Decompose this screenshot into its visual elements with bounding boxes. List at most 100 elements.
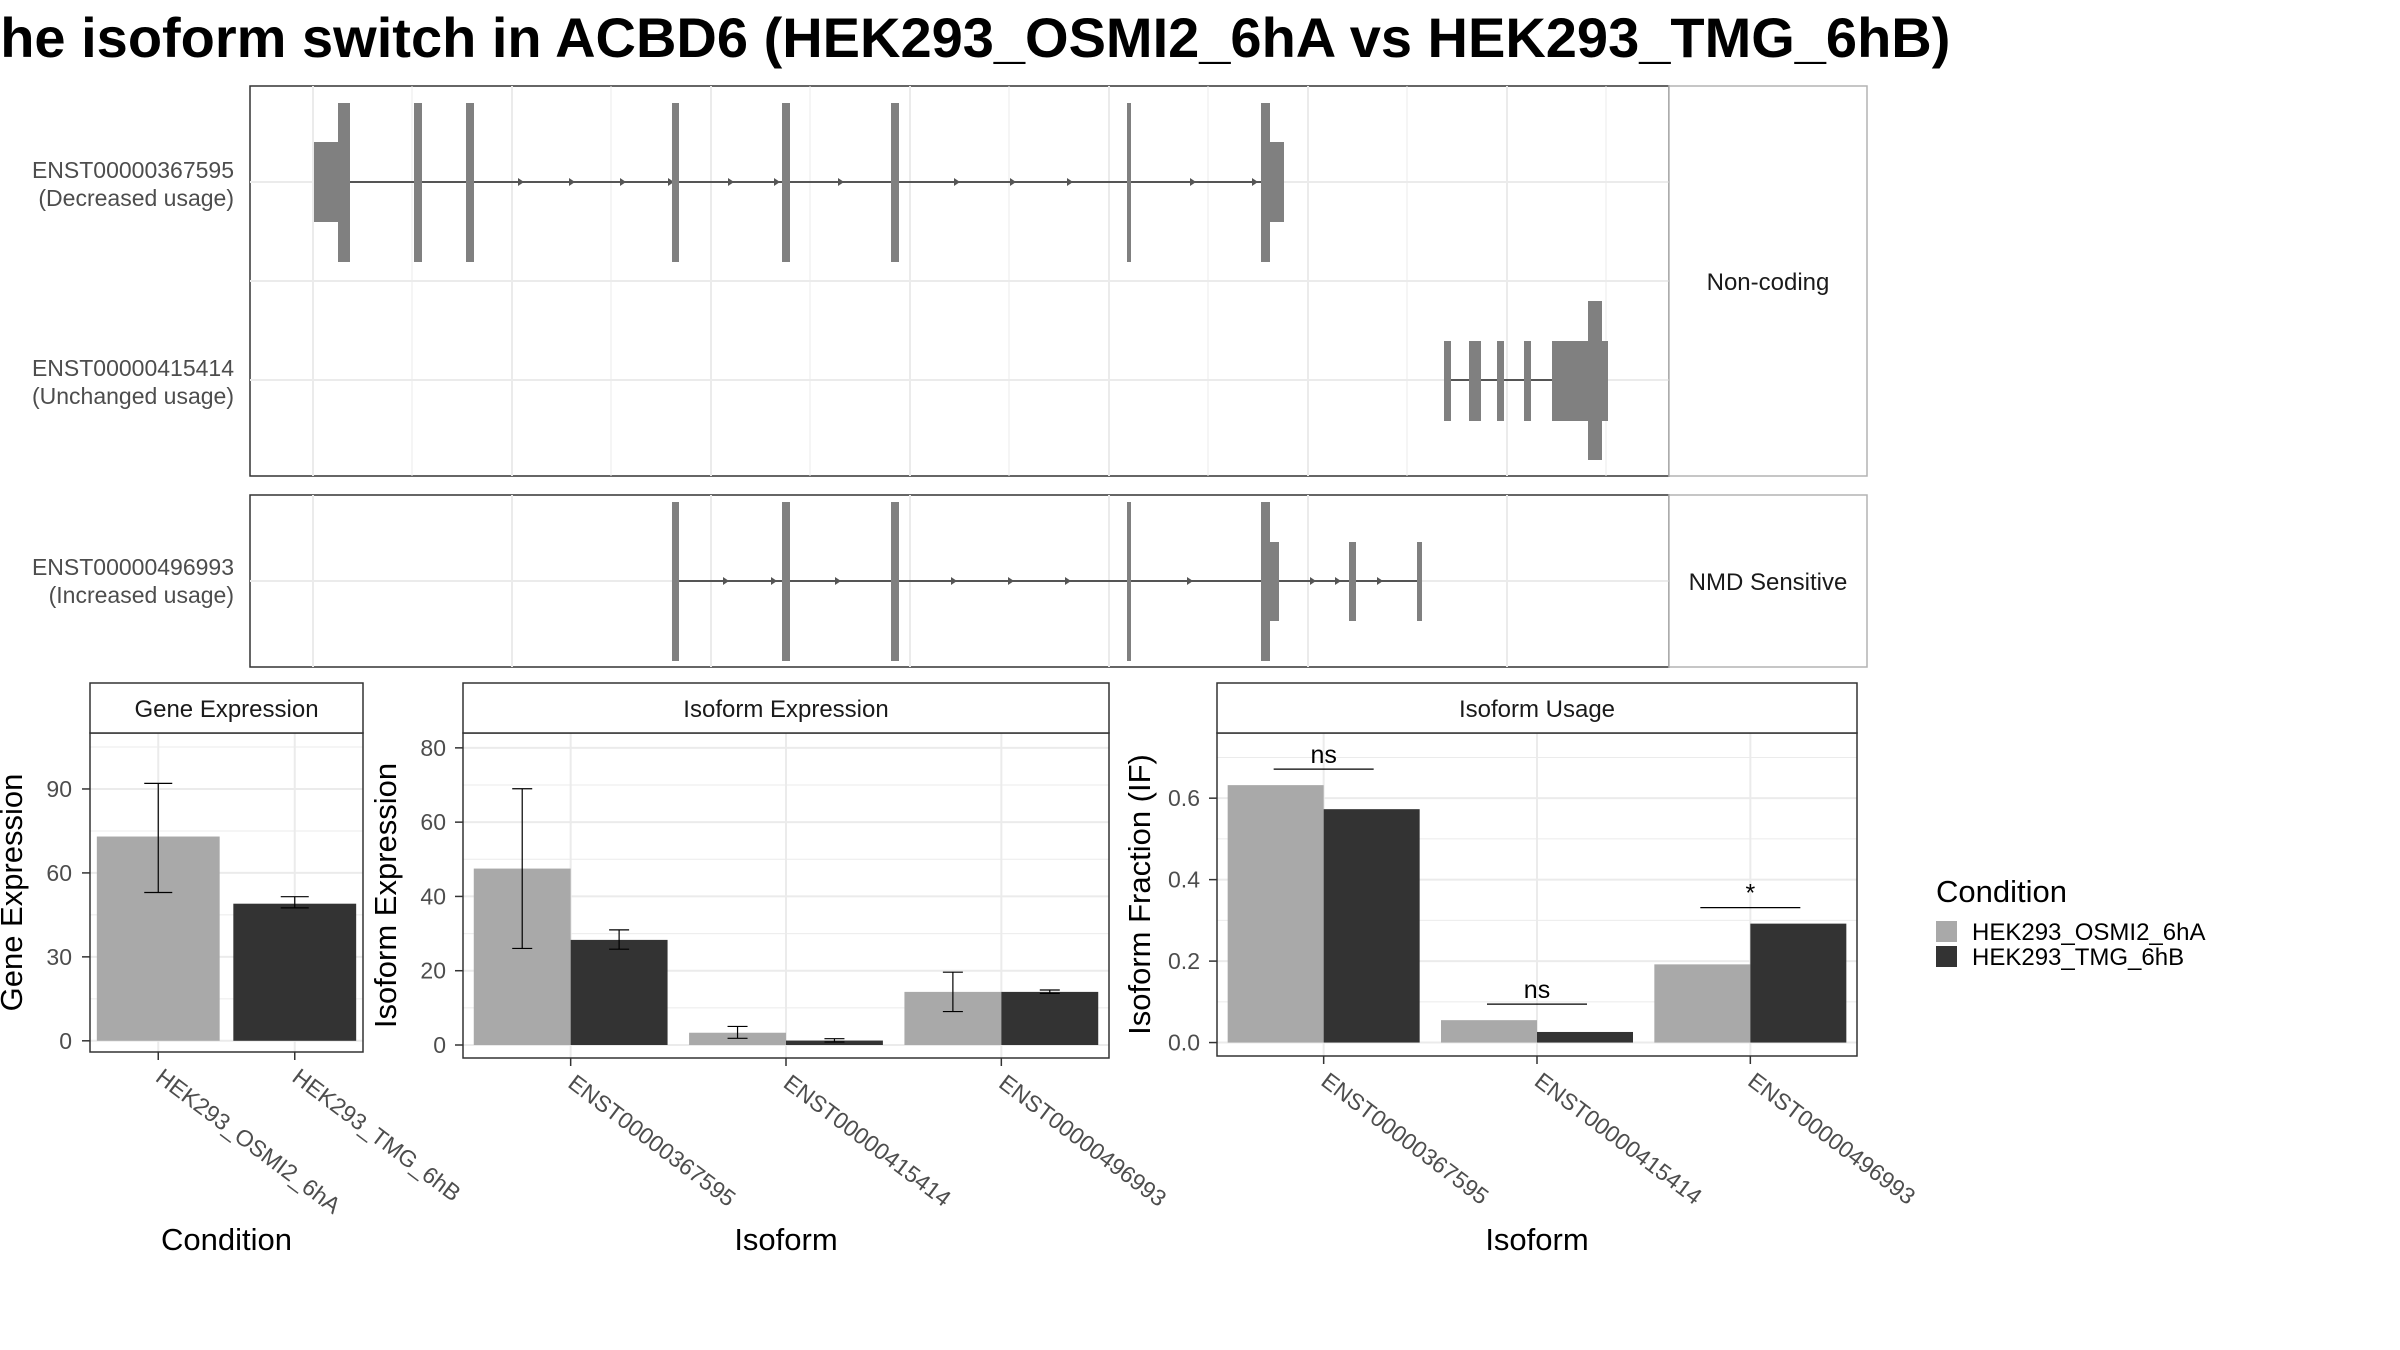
bar — [1537, 1031, 1633, 1043]
bar — [233, 903, 357, 1041]
panel-strip — [462, 682, 1110, 734]
isoform-track-367595 — [314, 103, 1284, 262]
isoform-label-id: ENST00000415414 — [32, 355, 234, 381]
y-tick-label: 40 — [420, 883, 446, 909]
exon — [672, 103, 679, 262]
significance-label: ns — [1524, 976, 1550, 1004]
exon — [1127, 502, 1131, 661]
facet-label-noncoding: Non-coding — [1707, 269, 1830, 296]
bar — [1441, 1020, 1537, 1043]
structure-grid — [250, 86, 1669, 476]
bar — [570, 939, 668, 1045]
intron-arrows — [723, 577, 1383, 585]
y-tick-label: 90 — [46, 776, 72, 802]
panel-title: Gene Expression — [134, 696, 318, 723]
bar — [1001, 991, 1099, 1045]
exon — [782, 103, 790, 262]
legend-swatch-a — [1936, 921, 1957, 942]
panel-title: Isoform Usage — [1459, 696, 1615, 723]
bar — [1654, 964, 1751, 1043]
isoform-label-id: ENST00000367595 — [32, 157, 234, 183]
facet-strip — [1668, 85, 1868, 477]
isoform-track-496993 — [672, 502, 1422, 661]
y-axis-title: Gene Expression — [0, 774, 29, 1012]
panel-title: Isoform Expression — [683, 696, 888, 723]
y-axis-title: Isoform Fraction (IF) — [1122, 754, 1157, 1035]
y-tick-label: 0.6 — [1168, 785, 1200, 811]
x-tick-label: ENST00000415414 — [1530, 1067, 1707, 1209]
bar — [786, 1040, 883, 1045]
exon — [1497, 341, 1504, 421]
exon — [1444, 341, 1451, 421]
x-tick-label: ENST00000415414 — [779, 1069, 956, 1211]
y-tick-label: 0.0 — [1168, 1030, 1200, 1056]
isoform-usage-chart: 0.0 0.2 0.4 0.6 ns ns * Isoform Usage ENST000003… — [1122, 682, 1920, 1257]
isoform-expression-chart: 0 20 40 60 80 Isoform Expression ENST000003675… — [368, 682, 1171, 1257]
exon — [466, 103, 474, 262]
y-tick-label: 0 — [433, 1032, 446, 1058]
exon — [1552, 341, 1591, 421]
y-tick-label: 20 — [420, 958, 446, 984]
exon — [1261, 502, 1270, 661]
exon — [1600, 341, 1608, 421]
y-tick-label: 60 — [46, 860, 72, 886]
y-tick-label: 80 — [420, 735, 446, 761]
x-tick-label: ENST00000367595 — [564, 1069, 741, 1211]
exons — [314, 103, 1284, 262]
figure-title: The isoform switch in ACBD6 (HEK293_OSMI… — [0, 6, 1950, 69]
exon — [338, 103, 350, 262]
significance-label: * — [1745, 880, 1755, 908]
x-tick-label: ENST00000367595 — [1317, 1067, 1494, 1209]
exons — [1444, 301, 1608, 460]
bar — [1323, 809, 1420, 1043]
exon — [672, 502, 679, 661]
legend-label-b: HEK293_TMG_6hB — [1972, 944, 2184, 971]
bar — [1227, 785, 1324, 1043]
y-tick-label: 0 — [59, 1028, 72, 1054]
exon — [891, 502, 899, 661]
exon — [1417, 542, 1422, 621]
facet-label-nmd: NMD Sensitive — [1689, 569, 1848, 596]
exon — [314, 142, 339, 222]
isoform-label-id: ENST00000496993 — [32, 554, 234, 580]
structure-panel-nmd: ENST00000496993 (Increased usage) NMD Se… — [32, 494, 1868, 668]
legend-title: Condition — [1936, 874, 2067, 909]
panel-strip — [1216, 682, 1858, 734]
y-tick-label: 0.2 — [1168, 948, 1200, 974]
isoform-track-415414 — [1444, 301, 1608, 460]
exon — [891, 103, 899, 262]
isoform-label-usage: (Unchanged usage) — [32, 383, 234, 409]
exons — [672, 502, 1422, 661]
isoform-label-usage: (Increased usage) — [49, 582, 234, 608]
exon — [1588, 301, 1602, 460]
structure-panel-noncoding: ENST00000367595 (Decreased usage) ENST00… — [32, 85, 1868, 477]
exon — [1269, 142, 1284, 222]
exon — [1269, 542, 1279, 621]
facet-strip — [1668, 494, 1868, 668]
exon — [1524, 341, 1531, 421]
bar — [1750, 923, 1847, 1043]
exon — [1127, 103, 1131, 262]
exon — [1261, 103, 1270, 262]
exon — [1469, 341, 1481, 421]
isoform-label-usage: (Decreased usage) — [38, 185, 234, 211]
y-tick-label: 0.4 — [1168, 867, 1200, 893]
x-axis-title: Isoform — [1485, 1222, 1588, 1257]
y-tick-label: 60 — [420, 809, 446, 835]
legend: Condition HEK293_OSMI2_6hA HEK293_TMG_6h… — [1936, 874, 2205, 971]
y-axis-title: Isoform Expression — [368, 763, 403, 1028]
exon — [414, 103, 422, 262]
legend-swatch-b — [1936, 946, 1957, 967]
exon — [1349, 542, 1356, 621]
x-axis-title: Isoform — [734, 1222, 837, 1257]
x-tick-label: ENST00000496993 — [994, 1069, 1171, 1211]
x-tick-label: ENST00000496993 — [1743, 1067, 1920, 1209]
exon — [782, 502, 790, 661]
panel-strip — [89, 682, 364, 734]
significance-label: ns — [1310, 741, 1336, 769]
x-axis-title: Condition — [161, 1222, 292, 1257]
intron-arrows — [518, 178, 1258, 186]
y-tick-label: 30 — [46, 944, 72, 970]
legend-label-a: HEK293_OSMI2_6hA — [1972, 919, 2205, 946]
